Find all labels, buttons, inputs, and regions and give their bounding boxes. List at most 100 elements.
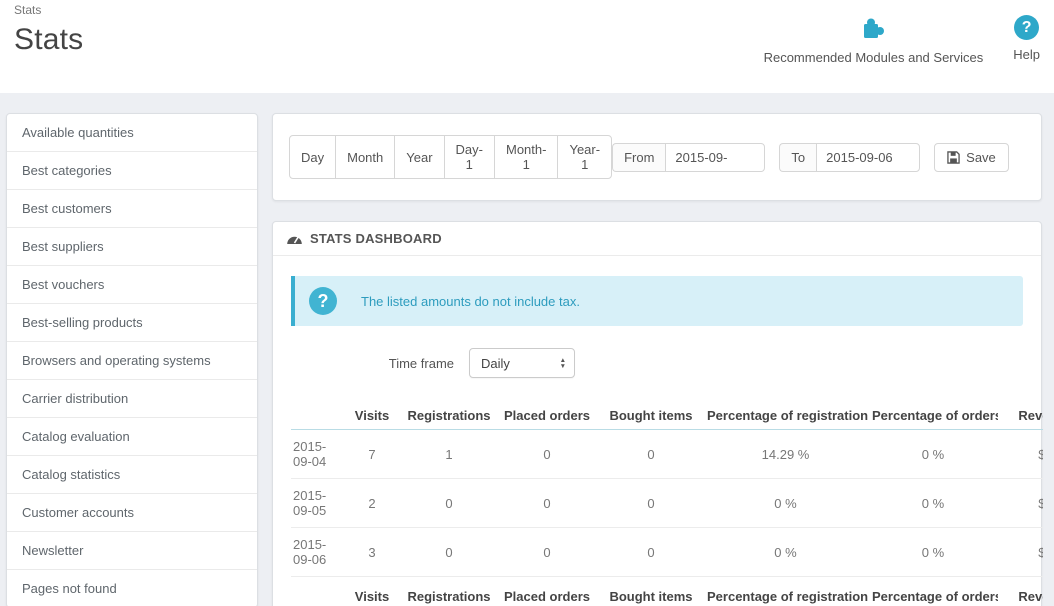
cell-registrations: 0 <box>403 527 495 577</box>
timeframe-label: Time frame <box>388 355 454 371</box>
range-day-button[interactable]: Day <box>289 135 337 179</box>
from-date-input[interactable] <box>665 142 766 172</box>
range-month-1-button[interactable]: Month-1 <box>494 135 559 179</box>
panel-heading: STATS DASHBOARD <box>273 222 1041 256</box>
help-label: Help <box>1013 47 1040 62</box>
empty-header-cell <box>291 402 341 430</box>
col-pct-orders: Percentage of orders <box>868 402 998 430</box>
sidebar-item-catalog-statistics[interactable]: Catalog statistics <box>7 456 257 494</box>
recommended-modules-button[interactable]: Recommended Modules and Services <box>763 15 984 65</box>
cell-visits: 2 <box>341 478 403 528</box>
save-button-label: Save <box>966 149 996 165</box>
sidebar-item-best-suppliers[interactable]: Best suppliers <box>7 228 257 266</box>
cell-placed-orders: 0 <box>495 478 599 528</box>
sidebar-item-best-selling-products[interactable]: Best-selling products <box>7 304 257 342</box>
from-date-group: From <box>612 142 766 172</box>
summary-stats-table: Visits Registrations Placed orders Bough… <box>291 583 1043 606</box>
col-placed-orders: Placed orders <box>495 583 599 606</box>
help-icon: ? <box>1014 15 1040 40</box>
page-title: Stats <box>14 23 84 56</box>
sidebar-item-browsers-os[interactable]: Browsers and operating systems <box>7 342 257 380</box>
col-revenue: Revenue <box>998 402 1043 430</box>
row-date: 2015-09-05 <box>291 478 341 528</box>
cell-placed-orders: 0 <box>495 429 599 479</box>
col-revenue: Revenue <box>998 583 1043 606</box>
tax-notice-alert: ? The listed amounts do not include tax. <box>291 276 1023 326</box>
col-registrations: Registrations <box>403 402 495 430</box>
daily-stats-table: Visits Registrations Placed orders Bough… <box>291 402 1043 577</box>
table-row: 2015-09-05 2 0 0 0 0 % 0 % $0 <box>291 478 1043 528</box>
main-column: Day Month Year Day-1 Month-1 Year-1 From… <box>272 113 1054 606</box>
to-date-group: To <box>779 142 921 172</box>
range-year-1-button[interactable]: Year-1 <box>557 135 613 179</box>
timeframe-selected-value: Daily <box>481 355 510 371</box>
empty-header-cell <box>291 583 341 606</box>
sidebar-item-best-categories[interactable]: Best categories <box>7 152 257 190</box>
range-month-button[interactable]: Month <box>335 135 396 179</box>
stats-dashboard-panel: STATS DASHBOARD ? The listed amounts do … <box>272 221 1043 606</box>
sidebar-item-available-quantities[interactable]: Available quantities <box>7 114 257 152</box>
content-area: Available quantities Best categories Bes… <box>0 93 1054 606</box>
sidebar-item-customer-accounts[interactable]: Customer accounts <box>7 494 257 532</box>
cell-placed-orders: 0 <box>495 527 599 577</box>
col-pct-orders: Percentage of orders <box>868 583 998 606</box>
to-date-input[interactable] <box>816 142 921 172</box>
cell-bought-items: 0 <box>599 429 703 479</box>
select-arrows-icon: ▲ ▼ <box>559 356 566 370</box>
col-bought-items: Bought items <box>599 583 703 606</box>
table-row: 2015-09-04 7 1 0 0 14.29 % 0 % $0 <box>291 429 1043 479</box>
sidebar-item-carrier-distribution[interactable]: Carrier distribution <box>7 380 257 418</box>
sidebar-item-best-customers[interactable]: Best customers <box>7 190 257 228</box>
stats-sidebar: Available quantities Best categories Bes… <box>6 113 258 606</box>
cell-pct-orders: 0 % <box>868 527 998 577</box>
summary-header-row: Visits Registrations Placed orders Bough… <box>291 583 1043 606</box>
cell-pct-registrations: 0 % <box>703 478 868 528</box>
col-pct-registrations: Percentage of registrations <box>703 583 868 606</box>
cell-revenue: $0 <box>998 429 1043 479</box>
sidebar-item-newsletter[interactable]: Newsletter <box>7 532 257 570</box>
summary-stats-table-wrap: Visits Registrations Placed orders Bough… <box>291 583 1043 606</box>
dashboard-gauge-icon <box>286 232 303 245</box>
daily-header-row: Visits Registrations Placed orders Bough… <box>291 402 1043 430</box>
table-row: 2015-09-06 3 0 0 0 0 % 0 % $0 <box>291 527 1043 577</box>
cell-pct-orders: 0 % <box>868 478 998 528</box>
col-bought-items: Bought items <box>599 402 703 430</box>
sidebar-item-pages-not-found[interactable]: Pages not found <box>22 581 117 596</box>
recommended-modules-label: Recommended Modules and Services <box>763 50 984 65</box>
date-range-toolbar: Day Month Year Day-1 Month-1 Year-1 From… <box>272 113 1042 201</box>
page-header: Stats Stats Recommended Modules and Serv… <box>0 0 1054 93</box>
col-placed-orders: Placed orders <box>495 402 599 430</box>
cell-bought-items: 0 <box>599 478 703 528</box>
cell-registrations: 1 <box>403 429 495 479</box>
timeframe-select[interactable]: Daily ▲ ▼ <box>469 348 575 378</box>
breadcrumb: Stats <box>14 3 42 17</box>
panel-title: STATS DASHBOARD <box>310 231 442 246</box>
col-pct-registrations: Percentage of registrations <box>703 402 868 430</box>
row-date: 2015-09-06 <box>291 527 341 577</box>
col-registrations: Registrations <box>403 583 495 606</box>
range-day-1-button[interactable]: Day-1 <box>443 135 495 179</box>
save-button[interactable]: Save <box>934 142 1009 172</box>
row-date: 2015-09-04 <box>291 429 341 479</box>
cell-bought-items: 0 <box>599 527 703 577</box>
panel-body: ? The listed amounts do not include tax.… <box>273 256 1043 606</box>
cell-visits: 7 <box>341 429 403 479</box>
timeframe-row: Time frame Daily ▲ ▼ <box>291 348 1023 378</box>
help-button[interactable]: ? Help <box>1013 15 1040 62</box>
tax-notice-text: The listed amounts do not include tax. <box>361 293 580 309</box>
cell-visits: 3 <box>341 527 403 577</box>
save-icon <box>947 150 960 164</box>
preset-range-button-group: Day Month Year Day-1 Month-1 Year-1 <box>289 135 613 179</box>
cell-revenue: $0 <box>998 478 1043 528</box>
from-label: From <box>612 142 666 172</box>
to-label: To <box>779 142 817 172</box>
cell-registrations: 0 <box>403 478 495 528</box>
custom-range-form: From To Save <box>612 142 1009 172</box>
cell-pct-registrations: 0 % <box>703 527 868 577</box>
cell-pct-orders: 0 % <box>868 429 998 479</box>
puzzle-icon <box>858 15 888 43</box>
sidebar-item-best-vouchers[interactable]: Best vouchers <box>7 266 257 304</box>
range-year-button[interactable]: Year <box>394 135 445 179</box>
col-visits: Visits <box>341 583 403 606</box>
sidebar-item-catalog-evaluation[interactable]: Catalog evaluation <box>7 418 257 456</box>
